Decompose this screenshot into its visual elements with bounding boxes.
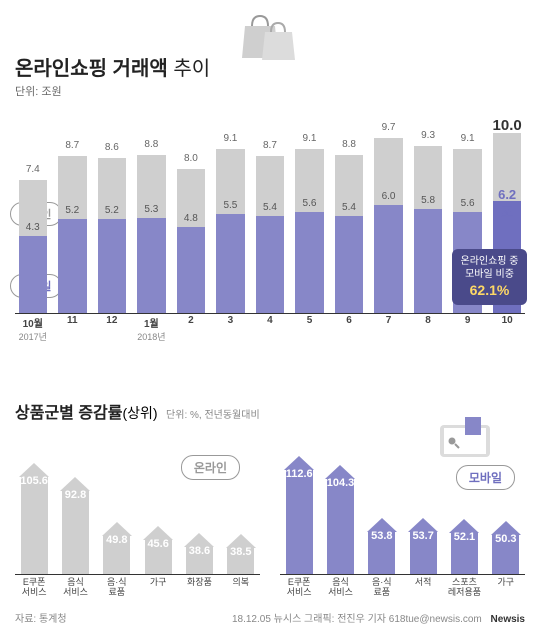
footer-credit: 18.12.05 뉴시스 그래픽: 전진우 기자 618tue@newsis.c… <box>232 614 482 625</box>
bar-group: 8.75.2 <box>55 156 91 313</box>
arrow-bar: 38.5 <box>222 534 260 574</box>
bars-container: 7.44.38.75.28.65.28.85.38.04.89.15.58.75… <box>15 114 525 314</box>
chart-label-mobile: 모바일 <box>456 465 515 490</box>
bar-group: 9.15.5 <box>213 149 249 313</box>
callout-box: 온라인쇼핑 중 모바일 비중 62.1% <box>452 249 527 305</box>
arrow-bar: 53.8 <box>363 518 401 574</box>
x-labels: 10월2017년11121월2018년2345678910 <box>15 315 525 343</box>
shopping-bags-icon <box>230 8 300 68</box>
arrows-mobile-xlabels: E쿠폰서비스음식서비스음·식료품서적스포츠레저용품가구 <box>280 575 525 598</box>
arrow-charts: 온라인 105.692.849.845.638.638.5 E쿠폰서비스음식서비… <box>15 435 525 598</box>
bar-group: 8.85.3 <box>134 155 170 313</box>
arrow-chart-online: 온라인 105.692.849.845.638.638.5 <box>15 435 260 575</box>
bar-group: 7.44.3 <box>15 180 51 313</box>
arrow-bar: 52.1 <box>445 519 483 574</box>
footer: 자료: 통계청 18.12.05 뉴시스 그래픽: 전진우 기자 618tue@… <box>15 610 525 625</box>
section2: 상품군별 증감률(상위) 단위: %, 전년동월대비 온라인 105.692.8… <box>15 399 525 598</box>
arrow-bar: 38.6 <box>180 533 218 574</box>
bar-group: 9.76.0 <box>371 138 407 313</box>
arrow-bar: 112.6 <box>280 456 318 574</box>
arrow-bar: 105.6 <box>15 463 53 574</box>
arrow-bar: 53.7 <box>404 518 442 574</box>
bar-chart: 온라인 모바일 7.44.38.75.28.65.28.85.38.04.89.… <box>15 114 525 374</box>
arrow-chart-mobile: 모바일 112.6104.353.853.752.150.3 <box>280 435 525 575</box>
arrow-bar: 50.3 <box>487 521 525 574</box>
footer-source: 자료: 통계청 <box>15 610 67 625</box>
bar-group: 8.75.4 <box>252 156 288 313</box>
arrow-bar: 45.6 <box>139 526 177 574</box>
arrow-bar: 92.8 <box>56 477 94 574</box>
bar-group: 8.65.2 <box>94 158 130 313</box>
bar-group: 8.85.4 <box>331 155 367 313</box>
arrow-bar: 104.3 <box>321 465 359 575</box>
bar-group: 9.15.6 <box>292 149 328 313</box>
bar-group: 9.35.8 <box>410 146 446 313</box>
logo: Newsis <box>491 614 525 625</box>
unit-label: 단위: 조원 <box>15 83 525 99</box>
bar-group: 8.04.8 <box>173 169 209 313</box>
arrow-bar: 49.8 <box>98 522 136 574</box>
arrows-online-xlabels: E쿠폰서비스음식서비스음·식료품가구화장품의복 <box>15 575 260 598</box>
chart-label-online: 온라인 <box>181 455 240 480</box>
